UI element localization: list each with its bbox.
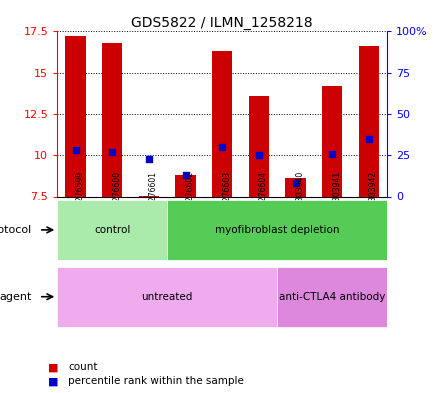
Text: protocol: protocol: [0, 225, 32, 235]
Text: control: control: [94, 225, 130, 235]
Text: untreated: untreated: [142, 292, 193, 302]
Text: GSM1276600: GSM1276600: [112, 171, 121, 222]
Point: [182, 172, 189, 178]
Bar: [66, 37, 86, 197]
Bar: [57, 266, 277, 327]
Bar: [359, 46, 379, 196]
Text: myofibroblast depletion: myofibroblast depletion: [215, 225, 339, 235]
Text: GSM1276602: GSM1276602: [186, 171, 194, 222]
Text: GSM1276604: GSM1276604: [259, 171, 268, 222]
Point: [329, 151, 336, 157]
Bar: [102, 43, 122, 196]
Point: [109, 149, 116, 155]
Bar: [286, 178, 306, 196]
Text: GSM1276601: GSM1276601: [149, 171, 158, 222]
Text: GSM1276603: GSM1276603: [222, 171, 231, 222]
Text: GSM1303941: GSM1303941: [332, 171, 341, 222]
Bar: [167, 200, 387, 260]
Point: [365, 136, 372, 142]
Bar: [322, 86, 342, 196]
Text: ■: ■: [48, 362, 59, 373]
Text: agent: agent: [0, 292, 32, 302]
Point: [219, 144, 226, 150]
Bar: [212, 51, 232, 196]
Point: [72, 147, 79, 153]
Text: anti-CTLA4 antibody: anti-CTLA4 antibody: [279, 292, 385, 302]
Point: [255, 152, 262, 158]
Text: GSM1276599: GSM1276599: [76, 171, 84, 222]
Point: [145, 155, 152, 162]
Point: [292, 180, 299, 186]
Bar: [176, 175, 196, 196]
Bar: [57, 200, 167, 260]
Text: GSM1303940: GSM1303940: [296, 171, 304, 222]
Bar: [249, 96, 269, 196]
Bar: [277, 266, 387, 327]
Title: GDS5822 / ILMN_1258218: GDS5822 / ILMN_1258218: [132, 17, 313, 30]
Text: GSM1303942: GSM1303942: [369, 171, 378, 222]
Text: count: count: [68, 362, 98, 373]
Text: percentile rank within the sample: percentile rank within the sample: [68, 376, 244, 386]
Text: ■: ■: [48, 376, 59, 386]
